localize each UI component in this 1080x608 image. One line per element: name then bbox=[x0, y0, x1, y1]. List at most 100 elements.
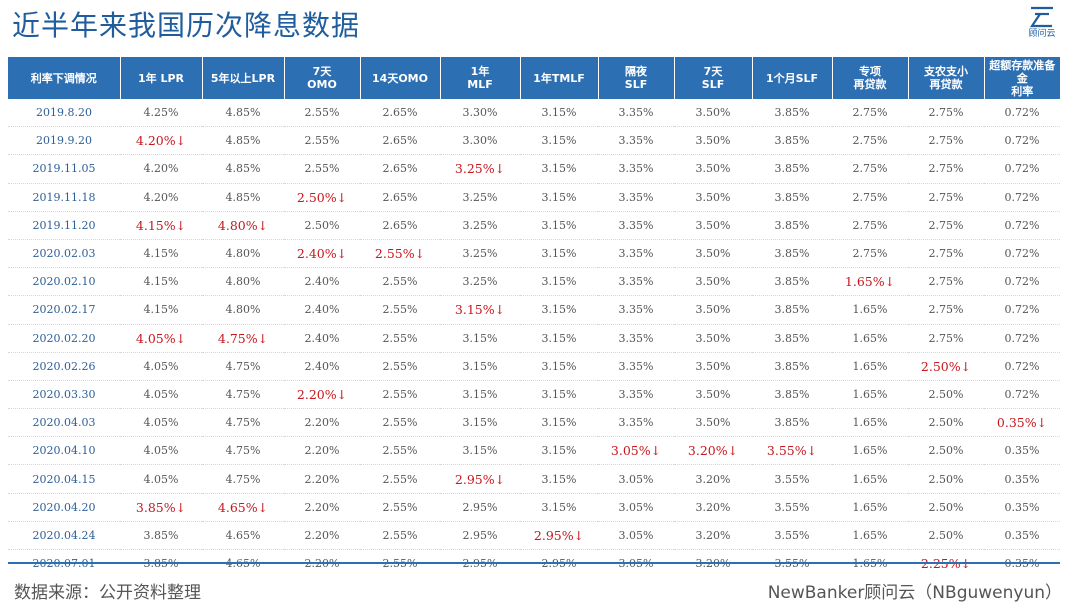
rate-cell-cut: 2.50%↓ bbox=[284, 183, 360, 212]
rate-cell: 1.65% bbox=[832, 380, 908, 410]
rate-cell: 3.50% bbox=[674, 352, 752, 381]
rate-cell: 3.15% bbox=[520, 380, 598, 410]
data-source-note: 数据来源：公开资料整理 bbox=[14, 583, 201, 603]
rate-cell-cut: 1.65%↓ bbox=[832, 267, 908, 297]
rate-cell: 3.35% bbox=[598, 154, 674, 184]
down-arrow-icon: ↓ bbox=[175, 217, 187, 233]
rate-cell: 0.72% bbox=[984, 154, 1060, 184]
down-arrow-icon: ↓ bbox=[257, 330, 269, 346]
rate-cell: 3.35% bbox=[598, 324, 674, 353]
rate-cell: 2.50% bbox=[908, 521, 984, 551]
down-arrow-icon: ↓ bbox=[494, 471, 506, 487]
table-row: 2020.02.10 4.15% 4.80% 2.40% 2.55% 3.25% 3.15%… bbox=[8, 267, 1060, 297]
row-date: 2020.02.26 bbox=[8, 352, 120, 381]
rate-cell: 3.15% bbox=[520, 324, 598, 353]
rate-cell-cut: 3.25%↓ bbox=[440, 154, 520, 184]
rate-cell: 2.20% bbox=[284, 464, 360, 494]
rate-cell: 2.95% bbox=[440, 493, 520, 522]
rate-value: 2.95% bbox=[533, 527, 574, 543]
rate-cell: 2.75% bbox=[832, 183, 908, 212]
rate-cell: 2.55% bbox=[284, 154, 360, 184]
row-date: 2020.04.24 bbox=[8, 521, 120, 551]
rate-cell: 3.15% bbox=[520, 352, 598, 381]
rate-cell: 3.15% bbox=[520, 211, 598, 240]
rate-cell: 3.05% bbox=[598, 493, 674, 522]
down-arrow-icon: ↓ bbox=[336, 386, 348, 402]
rate-cell: 2.75% bbox=[832, 211, 908, 240]
rate-cell: 4.75% bbox=[202, 380, 284, 410]
rate-cell: 0.72% bbox=[984, 267, 1060, 297]
rate-cell: 3.25% bbox=[440, 211, 520, 240]
header-cell-10: 专项 再贷款 bbox=[831, 57, 908, 99]
rate-cell: 3.85% bbox=[752, 154, 832, 184]
rate-cell: 3.30% bbox=[440, 99, 520, 128]
page-title: 近半年来我国历次降息数据 bbox=[12, 9, 361, 42]
credit-note: NewBanker顾问云（NBguwenyun） bbox=[767, 583, 1062, 603]
rate-cell: 0.35% bbox=[984, 521, 1060, 551]
rate-cell: 3.15% bbox=[520, 493, 598, 522]
logo-icon bbox=[1029, 6, 1053, 28]
rate-cell: 0.72% bbox=[984, 211, 1060, 240]
rate-cell: 2.75% bbox=[908, 295, 984, 325]
rate-cell: 1.65% bbox=[832, 436, 908, 466]
rate-cell: 3.05% bbox=[598, 521, 674, 551]
rate-cell-cut: 3.85%↓ bbox=[120, 493, 202, 522]
rate-cell: 3.85% bbox=[752, 126, 832, 156]
rate-cell: 3.55% bbox=[752, 493, 832, 522]
rate-cell: 2.75% bbox=[832, 239, 908, 269]
rate-cell: 3.35% bbox=[598, 352, 674, 381]
table-row: 2020.02.03 4.15% 4.80% 2.40%↓ 2.55%↓ 3.25% 3.1… bbox=[8, 239, 1060, 269]
rate-cell: 0.72% bbox=[984, 99, 1060, 128]
header-cell-4: 14天OMO bbox=[359, 57, 440, 99]
header-cell-8: 7天 SLF bbox=[673, 57, 752, 99]
rate-cell-cut: 2.55%↓ bbox=[360, 239, 440, 269]
rate-cell: 3.15% bbox=[520, 408, 598, 438]
rate-cell: 2.20% bbox=[284, 521, 360, 551]
rate-cell: 3.15% bbox=[520, 99, 598, 128]
rate-cell: 4.85% bbox=[202, 154, 284, 184]
rate-cell: 2.55% bbox=[360, 267, 440, 297]
down-arrow-icon: ↓ bbox=[336, 189, 348, 205]
rate-cell: 4.75% bbox=[202, 436, 284, 466]
logo: 顾问云 bbox=[1022, 6, 1062, 46]
rate-cell: 4.80% bbox=[202, 239, 284, 269]
rate-cell-cut: 4.15%↓ bbox=[120, 211, 202, 240]
rate-cut-table: 利率下调情况 1年 LPR 5年以上LPR 7天 OMO 14天OMO 1年 MLF 1年T… bbox=[8, 57, 1060, 577]
rate-cell: 2.75% bbox=[908, 183, 984, 212]
rate-cell: 3.50% bbox=[674, 408, 752, 438]
rate-cell-cut: 2.95%↓ bbox=[440, 464, 520, 494]
down-arrow-icon: ↓ bbox=[257, 217, 269, 233]
header-cell-5: 1年 MLF bbox=[439, 57, 520, 99]
rate-cell: 2.75% bbox=[832, 154, 908, 184]
rate-value: 3.20% bbox=[687, 443, 728, 459]
rate-cell: 0.35% bbox=[984, 493, 1060, 522]
rate-value: 4.80% bbox=[217, 217, 258, 233]
rate-cell: 0.72% bbox=[984, 183, 1060, 212]
rate-value: 4.05% bbox=[135, 330, 176, 346]
rate-value: 3.55% bbox=[766, 443, 807, 459]
rate-cell: 2.55% bbox=[360, 380, 440, 410]
rate-cell: 3.35% bbox=[598, 239, 674, 269]
rate-value: 4.65% bbox=[217, 499, 258, 515]
rate-cell: 0.72% bbox=[984, 126, 1060, 156]
row-date: 2020.04.03 bbox=[8, 408, 120, 438]
rate-cell: 2.50% bbox=[284, 211, 360, 240]
rate-cell: 3.25% bbox=[440, 183, 520, 212]
rate-cell: 4.20% bbox=[120, 183, 202, 212]
rate-cell: 2.50% bbox=[908, 380, 984, 410]
rate-cell: 2.75% bbox=[908, 239, 984, 269]
row-date: 2020.02.17 bbox=[8, 295, 120, 325]
rate-cell: 4.65% bbox=[202, 521, 284, 551]
rate-cell: 4.05% bbox=[120, 464, 202, 494]
rate-cell: 2.20% bbox=[284, 408, 360, 438]
rate-cell: 3.15% bbox=[520, 126, 598, 156]
header-cell-9: 1个月SLF bbox=[751, 57, 832, 99]
rate-cell: 2.55% bbox=[360, 436, 440, 466]
rate-cell: 3.35% bbox=[598, 267, 674, 297]
rate-cell: 3.15% bbox=[520, 154, 598, 184]
rate-cell-cut: 2.95%↓ bbox=[520, 521, 598, 551]
row-date: 2020.02.20 bbox=[8, 324, 120, 353]
table-header-row: 利率下调情况 1年 LPR 5年以上LPR 7天 OMO 14天OMO 1年 MLF 1年T… bbox=[8, 57, 1060, 99]
rate-cell: 2.55% bbox=[360, 352, 440, 381]
header-cell-1: 1年 LPR bbox=[119, 57, 202, 99]
